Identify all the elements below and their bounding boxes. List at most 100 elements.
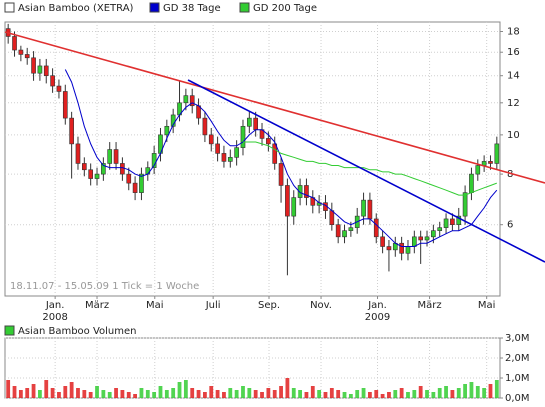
volume-bar — [368, 392, 372, 398]
volume-bar — [355, 390, 360, 398]
candle-body — [253, 117, 259, 130]
candle-body — [411, 236, 417, 247]
plot-layers: 6 8 10 12 14 16 18 Jan. März Mai Juli Sep. Nov. Jan. M… — [5, 22, 530, 404]
moving-average-line — [64, 69, 498, 247]
y-tick-label: 8 — [507, 169, 513, 180]
candle-body — [208, 134, 214, 145]
volume-bar — [450, 390, 455, 398]
x-year-label: 2009 — [365, 312, 390, 323]
trend-line — [4, 31, 545, 184]
volume-bar — [95, 386, 99, 398]
volume-bar — [50, 388, 55, 398]
candle-body — [342, 230, 347, 238]
candle-body — [62, 91, 68, 119]
volume-bar — [304, 392, 309, 398]
candle-body — [462, 192, 468, 217]
candle-body — [304, 185, 309, 198]
trend-line — [187, 79, 545, 263]
volume-bar — [323, 392, 328, 398]
volume-bar — [18, 390, 23, 398]
volume-bar — [444, 386, 448, 398]
legend-swatch — [149, 2, 160, 13]
candle-body — [69, 117, 74, 145]
volume-bar — [63, 386, 68, 398]
candle-body — [386, 246, 392, 251]
volume-bar — [120, 390, 125, 398]
candle-body — [126, 173, 132, 184]
x-tick-label: Jan. — [45, 300, 65, 311]
candle-body — [469, 173, 474, 193]
candle-body — [367, 199, 373, 220]
volume-bar — [177, 382, 182, 398]
y-tick-label: 2,0M — [505, 353, 530, 364]
candle-body — [266, 138, 271, 145]
candle-body — [380, 236, 385, 247]
candle-body — [240, 125, 246, 148]
legend-label: Asian Bamboo Volumen — [18, 326, 137, 337]
candle-body — [139, 173, 144, 193]
candle-body — [456, 215, 462, 225]
x-tick-label: Mai — [146, 300, 164, 311]
candle-body — [399, 242, 404, 254]
volume-bar — [266, 388, 271, 398]
volume-bar — [183, 380, 188, 398]
moving-average-line — [243, 141, 497, 196]
candle-body — [202, 117, 208, 136]
legend-label: Asian Bamboo (XETRA) — [18, 3, 134, 14]
volume-bar — [57, 392, 61, 398]
volume-bar — [222, 392, 226, 398]
candle-body — [12, 36, 17, 51]
volume-bar — [380, 394, 385, 398]
candle-body — [405, 246, 411, 254]
candle-body — [18, 49, 24, 55]
candle-body — [81, 163, 87, 171]
y-tick-label: 12 — [507, 98, 520, 109]
volume-bar — [38, 390, 42, 398]
x-tick-label: März — [417, 300, 441, 311]
volume-bar — [31, 384, 36, 398]
candle-body — [31, 57, 36, 74]
volume-bar — [25, 388, 30, 398]
volume-bar — [190, 388, 195, 398]
y-tick-label: 16 — [507, 47, 520, 58]
candle-body — [272, 143, 278, 164]
date-range-note: 18.11.07 - 15.05.09 1 Tick = 1 Woche — [10, 281, 199, 292]
candle-body — [215, 143, 220, 154]
candle-body — [94, 173, 100, 179]
candle-body — [494, 143, 500, 164]
candle-body — [50, 75, 55, 87]
x-tick-label: März — [85, 300, 109, 311]
volume-bar — [361, 388, 366, 398]
volume-bar — [412, 390, 417, 398]
volume-bar — [101, 390, 106, 398]
y-tick-label: 1,0M — [505, 373, 530, 384]
volume-bar — [6, 380, 11, 398]
price-plot-frame — [4, 21, 501, 297]
volume-bar — [387, 392, 391, 398]
volume-bar — [437, 388, 442, 398]
candle-body — [373, 218, 379, 238]
volume-bar — [164, 390, 169, 398]
volume-bar — [234, 390, 239, 398]
candle-body — [24, 54, 30, 59]
candle-body — [246, 117, 252, 127]
y-tick-label: 0,0M — [505, 393, 530, 404]
y-tick-label: 14 — [507, 71, 520, 82]
legend-label: GD 38 Tage — [163, 3, 221, 14]
volume-bar — [406, 392, 410, 398]
x-tick-label: Sep. — [258, 300, 280, 311]
y-tick-label: 18 — [507, 27, 520, 38]
volume-bar — [475, 386, 480, 398]
volume-bar — [44, 380, 49, 398]
x-tick-label: Nov. — [310, 300, 332, 311]
volume-bar — [12, 386, 17, 398]
volume-bar — [425, 390, 429, 398]
volume-bar — [418, 386, 423, 398]
candle-body — [285, 185, 290, 217]
volume-bar — [336, 390, 341, 398]
candle-body — [450, 218, 455, 225]
candle-body — [431, 230, 436, 238]
volume-bar — [171, 388, 176, 398]
candle-body — [361, 199, 366, 217]
candle-body — [56, 85, 62, 92]
